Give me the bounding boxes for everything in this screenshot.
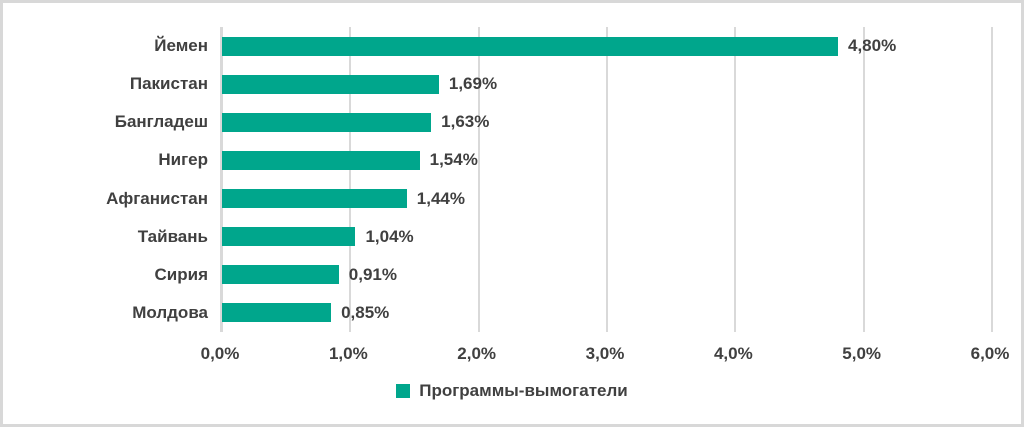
x-tick-label: 3,0% xyxy=(585,344,625,363)
bar xyxy=(222,265,339,285)
bar-value-label: 4,80% xyxy=(848,36,897,56)
bar-row: 1,44% xyxy=(222,180,992,218)
x-tick-label: 2,0% xyxy=(457,344,497,363)
bar-row: 1,04% xyxy=(222,218,992,256)
bar-row: 0,85% xyxy=(222,294,992,332)
category-label: Афганистан xyxy=(106,188,208,208)
bar-row: 1,63% xyxy=(222,103,992,141)
x-tick-label: 0,0% xyxy=(200,344,240,363)
category-label: Бангладеш xyxy=(114,112,208,132)
gridline xyxy=(991,27,993,332)
x-tick-label: 5,0% xyxy=(842,344,882,363)
plot-area: 4,80% 1,69% 1,63% 1,54% 1,44% 1,04% 0,91% 0,85% xyxy=(220,27,993,332)
bar xyxy=(222,36,838,56)
bar-row: 1,69% xyxy=(222,65,992,103)
legend-marker-icon xyxy=(396,384,411,398)
bar xyxy=(222,189,407,209)
bar-value-label: 0,85% xyxy=(341,302,390,322)
bar-value-label: 1,69% xyxy=(448,74,498,94)
category-label: Сирия xyxy=(154,264,208,284)
x-tick-label: 6,0% xyxy=(970,344,1010,363)
x-axis: 0,0% 1,0% 2,0% 3,0% 4,0% 5,0% 6,0% xyxy=(201,343,1010,365)
bar-row: 4,80% xyxy=(222,27,992,65)
bar-value-label: 1,04% xyxy=(365,226,414,246)
category-label: Йемен xyxy=(154,36,208,56)
x-tick-label: 1,0% xyxy=(328,344,368,363)
bar-value-label: 1,63% xyxy=(441,112,490,132)
gridline xyxy=(221,27,223,332)
gridline xyxy=(606,27,608,332)
category-label: Молдова xyxy=(132,302,208,322)
gridline xyxy=(734,27,737,332)
gridline xyxy=(862,27,865,332)
category-label: Тайвань xyxy=(137,226,208,246)
bar-row: 0,91% xyxy=(222,256,992,294)
gridline xyxy=(477,27,480,332)
bar-value-label: 1,44% xyxy=(416,188,465,208)
category-label: Пакистан xyxy=(129,74,208,94)
bar-value-label: 1,54% xyxy=(429,150,478,170)
gridline xyxy=(349,27,352,332)
bar xyxy=(222,227,356,247)
bar-row: 1,54% xyxy=(222,141,992,179)
bar xyxy=(222,112,432,132)
bar-value-label: 0,91% xyxy=(348,264,397,284)
legend: Программы-вымогатели xyxy=(3,381,1021,401)
bar xyxy=(222,303,332,323)
category-axis: Йемен Пакистан Бангладеш Нигер Афганистан Тай… xyxy=(3,27,208,332)
legend-label: Программы-вымогатели xyxy=(419,381,628,400)
bar xyxy=(222,150,420,170)
category-label: Нигер xyxy=(158,150,208,170)
bar xyxy=(222,74,439,94)
x-tick-label: 4,0% xyxy=(713,344,753,363)
